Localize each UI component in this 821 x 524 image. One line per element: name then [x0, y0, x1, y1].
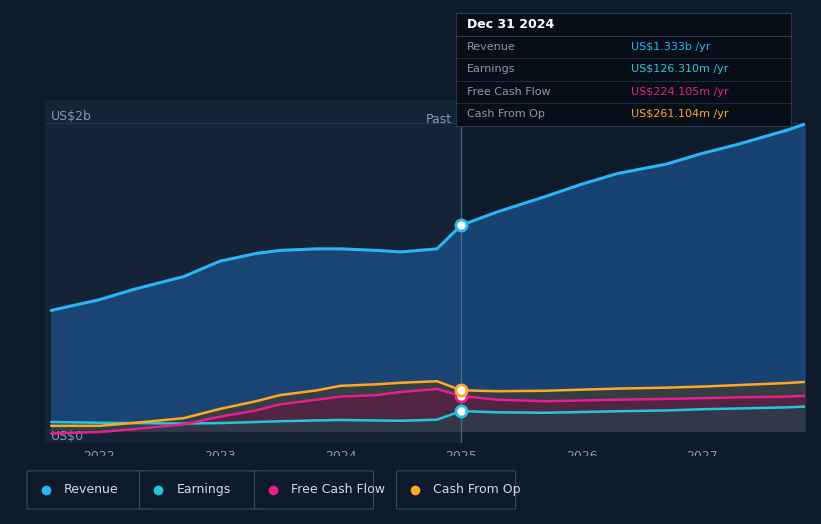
Text: US$224.105m /yr: US$224.105m /yr: [631, 87, 728, 97]
FancyBboxPatch shape: [397, 471, 516, 509]
Text: Earnings: Earnings: [466, 64, 515, 74]
Text: US$2b: US$2b: [51, 110, 92, 123]
FancyBboxPatch shape: [27, 471, 146, 509]
Text: US$0: US$0: [51, 431, 85, 443]
Bar: [461, 100, 805, 443]
Text: Cash From Op: Cash From Op: [433, 484, 521, 496]
Text: Earnings: Earnings: [177, 484, 231, 496]
Text: Free Cash Flow: Free Cash Flow: [291, 484, 385, 496]
Text: Dec 31 2024: Dec 31 2024: [466, 18, 554, 31]
Text: Free Cash Flow: Free Cash Flow: [466, 87, 550, 97]
Bar: [45, 100, 461, 443]
Text: US$126.310m /yr: US$126.310m /yr: [631, 64, 728, 74]
Text: US$1.333b /yr: US$1.333b /yr: [631, 42, 710, 52]
Text: US$261.104m /yr: US$261.104m /yr: [631, 110, 728, 119]
Text: Revenue: Revenue: [64, 484, 119, 496]
Text: Revenue: Revenue: [466, 42, 516, 52]
Text: Past: Past: [425, 113, 452, 126]
Text: Analysts Forecasts: Analysts Forecasts: [470, 113, 587, 126]
Text: Cash From Op: Cash From Op: [466, 110, 544, 119]
FancyBboxPatch shape: [255, 471, 374, 509]
FancyBboxPatch shape: [140, 471, 259, 509]
